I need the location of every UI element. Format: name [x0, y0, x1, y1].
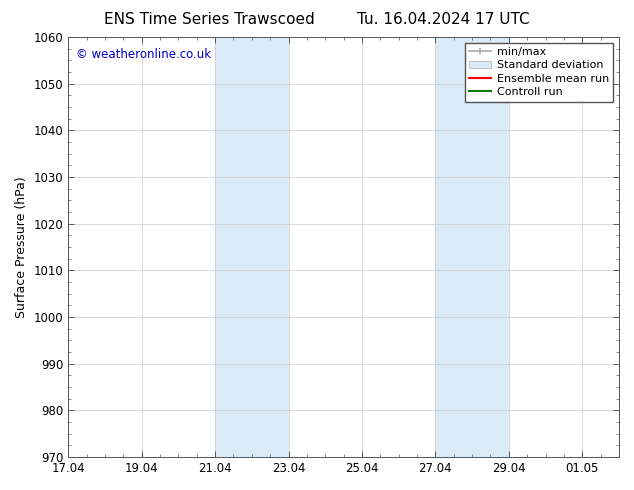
Text: © weatheronline.co.uk: © weatheronline.co.uk	[77, 48, 212, 61]
Bar	[215, 37, 288, 457]
Legend: min/max, Standard deviation, Ensemble mean run, Controll run: min/max, Standard deviation, Ensemble me…	[465, 43, 614, 101]
Text: Tu. 16.04.2024 17 UTC: Tu. 16.04.2024 17 UTC	[358, 12, 530, 27]
Text: ENS Time Series Trawscoed: ENS Time Series Trawscoed	[104, 12, 314, 27]
Bar	[436, 37, 509, 457]
Y-axis label: Surface Pressure (hPa): Surface Pressure (hPa)	[15, 176, 28, 318]
